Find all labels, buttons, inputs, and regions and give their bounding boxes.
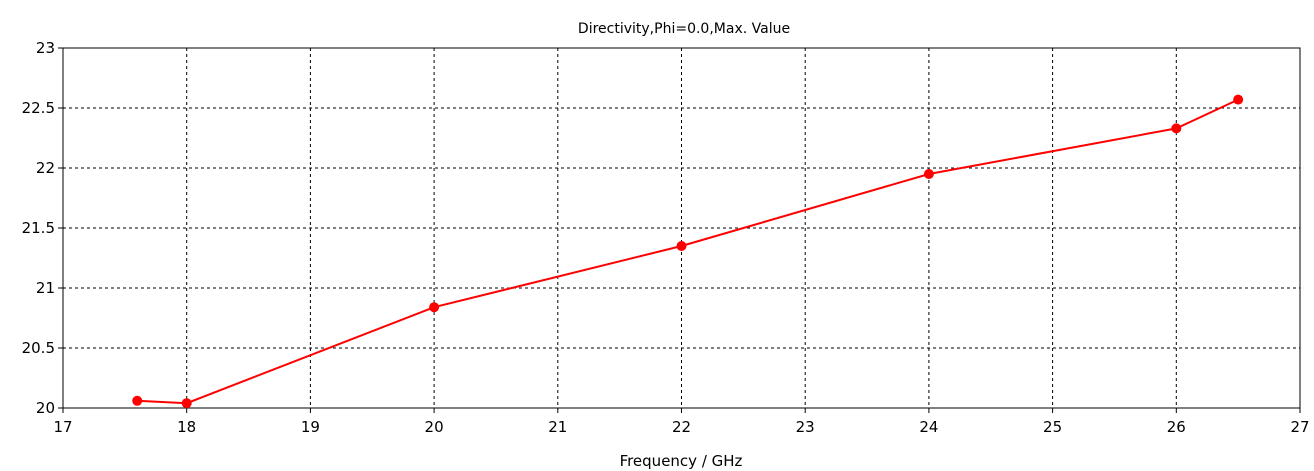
y-tick-label: 23	[36, 39, 55, 57]
x-tick-label: 20	[425, 418, 444, 436]
y-tick-label: 22	[36, 159, 55, 177]
x-tick-label: 18	[177, 418, 196, 436]
x-tick-label: 19	[301, 418, 320, 436]
chart-title: Directivity,Phi=0.0,Max. Value	[578, 21, 790, 37]
x-tick-label: 23	[796, 418, 815, 436]
grid-lines	[63, 48, 1300, 408]
y-axis-ticks: 20 20.5 21 21.5 22 22.5 23	[22, 39, 63, 417]
x-tick-label: 26	[1167, 418, 1186, 436]
data-point	[1233, 94, 1244, 105]
x-tick-label: 21	[548, 418, 567, 436]
data-point	[181, 398, 192, 409]
x-tick-label: 24	[919, 418, 938, 436]
y-tick-label: 20.5	[22, 339, 55, 357]
x-axis-ticks: 17 18 19 20 21 22 23 24 25 26 27	[53, 408, 1310, 436]
data-point	[132, 395, 143, 406]
x-tick-label: 25	[1043, 418, 1062, 436]
data-point	[923, 169, 934, 179]
data-point	[676, 241, 687, 251]
data-point	[429, 302, 440, 313]
y-tick-label: 21	[36, 279, 55, 297]
y-tick-label: 21.5	[22, 219, 55, 237]
x-axis-label: Frequency / GHz	[620, 452, 743, 470]
x-tick-label: 22	[672, 418, 691, 436]
x-tick-label: 17	[53, 418, 72, 436]
y-tick-label: 20	[36, 399, 55, 417]
series-line	[137, 98, 1239, 405]
x-tick-label: 27	[1290, 418, 1309, 436]
series-layer	[132, 94, 1244, 409]
y-tick-label: 22.5	[22, 99, 55, 117]
data-point	[1171, 123, 1182, 134]
